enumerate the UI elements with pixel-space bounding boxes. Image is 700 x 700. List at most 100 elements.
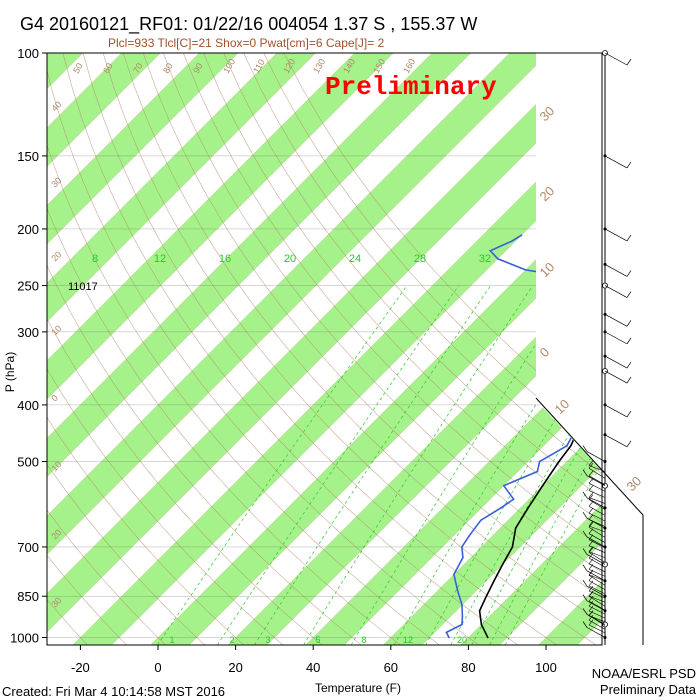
axes: -20 0 20 40 60 80 1001001502002503004005007008… <box>10 46 557 675</box>
isotherm-line <box>0 53 5 645</box>
wind-barb-feather <box>588 478 594 484</box>
wind-barb <box>588 595 606 603</box>
adiabat-label: 50 <box>71 61 85 75</box>
dewpoint-point <box>566 445 568 447</box>
dry-adiabat <box>47 207 401 645</box>
dry-adiabat <box>47 509 166 645</box>
wind-barb <box>588 545 606 553</box>
created-timestamp: Created: Fri Mar 4 10:14:58 MST 2016 <box>2 684 225 699</box>
dry-adiabat <box>263 53 602 450</box>
dewpoint-point <box>536 470 539 473</box>
credit-line-2: Preliminary Data <box>600 682 697 697</box>
y-tick-label: 1000 <box>10 630 39 645</box>
mixing-ratio-label: 20 <box>457 635 467 645</box>
wind-barb <box>604 264 628 277</box>
y-tick-label: 100 <box>17 46 39 61</box>
wind-barb-feather <box>588 528 594 534</box>
dewpoint-point <box>510 240 513 243</box>
x-tick-label: -20 <box>71 660 90 675</box>
mixing-ratio-line <box>504 462 602 645</box>
wind-barb-feather <box>626 376 632 384</box>
mixing-ratio-label: 32 <box>479 253 491 265</box>
isotherm-line <box>47 53 161 167</box>
dry-adiabat <box>47 463 206 645</box>
dewpoint-point <box>524 269 527 271</box>
temperature-point <box>511 546 514 548</box>
wind-barb-feather <box>588 610 594 616</box>
wind-barb-feather <box>588 460 594 466</box>
wind-barb-feather <box>588 564 594 570</box>
isotherm-label: 30 <box>49 175 63 189</box>
mixing-ratio-label: 28 <box>414 253 426 265</box>
wind-barb-feather <box>588 575 594 581</box>
wind-barb <box>588 512 606 522</box>
wind-barb <box>586 554 606 565</box>
wind-barb-feather <box>588 595 594 602</box>
mixing-ratio-label: 2 <box>229 635 234 645</box>
temperature-point <box>622 331 624 333</box>
wind-barb-feather <box>588 540 594 546</box>
dewpoint-point <box>538 460 541 463</box>
isotherm-line <box>344 387 602 645</box>
dry-adiabat <box>47 368 284 645</box>
mixing-ratio-line <box>157 285 408 645</box>
x-tick-label: 20 <box>228 660 242 675</box>
wind-barb <box>586 585 606 597</box>
wind-barb <box>588 539 606 548</box>
wind-barb <box>604 314 628 327</box>
wind-barb <box>588 574 606 582</box>
wind-barb-feather <box>582 530 588 538</box>
wind-barb-feather <box>582 608 588 615</box>
wind-barb-feather <box>626 291 632 298</box>
wind-barb-feather <box>582 621 588 628</box>
dry-adiabat <box>47 416 245 645</box>
temperature-point <box>618 215 620 217</box>
wind-barb <box>588 519 606 527</box>
wind-barb-feather <box>582 548 588 555</box>
wind-barb-feather <box>582 445 588 452</box>
wind-barb-feather <box>626 361 632 369</box>
wind-barb-feather <box>582 469 588 476</box>
temperature-point <box>478 610 481 612</box>
dewpoint-point <box>468 535 471 537</box>
y-tick-label: 700 <box>17 540 39 555</box>
dry-adiabat <box>163 53 602 573</box>
isotherm-line <box>47 53 510 516</box>
isotherm-line <box>47 53 472 478</box>
isotherm-band <box>0 53 5 645</box>
dry-adiabat <box>47 554 127 645</box>
wind-barb <box>586 570 606 582</box>
temperature-point <box>527 507 529 509</box>
mixing-ratio-line <box>350 285 574 645</box>
dry-adiabat <box>47 68 479 645</box>
wind-barb <box>588 585 606 595</box>
wind-barb-feather <box>626 58 632 66</box>
wind-barb <box>604 370 628 384</box>
wind-barb-feather <box>588 552 594 559</box>
pressure-gridlines <box>47 53 602 638</box>
mixing-ratio-label: 5 <box>315 635 320 645</box>
mixing-ratio-label: 12 <box>154 253 166 265</box>
dry-adiabat <box>47 144 440 645</box>
mixing-ratio-label: 1 <box>169 635 174 645</box>
isotherm-line <box>47 53 549 555</box>
isotherm-line <box>189 232 602 645</box>
mixing-ratio-line <box>254 285 491 645</box>
temperature-line <box>478 383 602 638</box>
wind-barb <box>588 525 606 533</box>
y-tick-label: 200 <box>17 222 39 237</box>
wind-barb <box>588 506 606 516</box>
dewpoint-point <box>461 604 463 606</box>
isotherm-band <box>694 53 700 645</box>
temperature-point <box>485 595 488 597</box>
wind-barb <box>588 482 606 492</box>
isotherm-line <box>47 53 433 439</box>
wind-barb-feather <box>588 585 594 592</box>
wind-barb <box>588 557 606 568</box>
wind-barb-feather <box>582 564 588 572</box>
isotherm-line <box>655 53 700 645</box>
wind-barb-feather <box>588 514 594 520</box>
dry-adiabat <box>47 318 323 645</box>
temperature-point <box>624 314 626 316</box>
isotherm-line <box>47 53 200 206</box>
